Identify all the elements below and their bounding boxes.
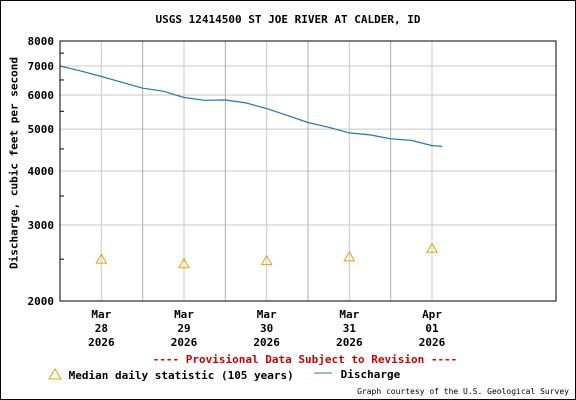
x-tick-label: Apr bbox=[422, 308, 442, 321]
median-point bbox=[260, 254, 273, 266]
y-tick-label: 8000 bbox=[28, 35, 55, 48]
provisional-notice: ---- Provisional Data Subject to Revisio… bbox=[152, 353, 458, 366]
x-tick-label: 01 bbox=[425, 322, 439, 335]
series bbox=[59, 65, 443, 269]
x-tick-label: Mar bbox=[257, 308, 277, 321]
x-tick-label: 2026 bbox=[171, 336, 198, 349]
discharge-line-icon bbox=[314, 372, 332, 374]
x-tick-label: 28 bbox=[95, 322, 108, 335]
x-tick-label: Mar bbox=[339, 308, 359, 321]
legend-discharge-label: Discharge bbox=[340, 368, 401, 381]
x-tick-label: 2026 bbox=[88, 336, 115, 349]
y-tick-labels: 8000 7000 6000 5000 4000 3000 2000 bbox=[28, 35, 55, 308]
x-tick-label: Mar bbox=[91, 308, 111, 321]
median-point bbox=[426, 242, 438, 253]
median-point bbox=[95, 253, 108, 264]
chart-title: USGS 12414500 ST JOE RIVER AT CALDER, ID bbox=[155, 13, 421, 26]
legend-median-label: Median daily statistic (105 years) bbox=[68, 369, 294, 382]
median-triangle-icon bbox=[48, 368, 62, 380]
credit-text: Graph courtesy of the U.S. Geological Su… bbox=[357, 387, 569, 396]
y-tick-label: 5000 bbox=[28, 123, 55, 136]
x-tick-labels: Mar282026Mar292026Mar302026Mar312026Apr0… bbox=[88, 308, 446, 349]
x-tick-label: 2026 bbox=[253, 336, 280, 349]
y-tick-label: 7000 bbox=[28, 60, 55, 73]
median-point bbox=[343, 250, 356, 262]
x-tick-label: Mar bbox=[174, 308, 194, 321]
legend-discharge: Discharge bbox=[314, 368, 400, 381]
x-tick-label: 2026 bbox=[419, 336, 446, 349]
axes-box bbox=[59, 40, 557, 302]
legend-median: Median daily statistic (105 years) bbox=[48, 368, 294, 382]
y-tick-label: 4000 bbox=[28, 165, 55, 178]
median-point bbox=[178, 257, 190, 269]
discharge-line bbox=[59, 65, 443, 147]
y-tick-label: 3000 bbox=[28, 219, 55, 232]
x-tick-label: 2026 bbox=[336, 336, 363, 349]
x-tick-label: 31 bbox=[343, 322, 357, 335]
x-tick-label: 30 bbox=[260, 322, 273, 335]
x-tick-label: 29 bbox=[177, 322, 190, 335]
y-tick-label: 2000 bbox=[28, 295, 55, 308]
y-tick-label: 6000 bbox=[28, 89, 55, 102]
grid bbox=[60, 40, 556, 302]
